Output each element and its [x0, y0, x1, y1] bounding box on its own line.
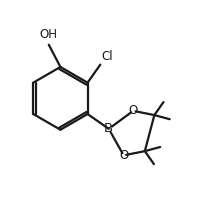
Text: O: O	[119, 149, 128, 162]
Text: OH: OH	[40, 28, 58, 41]
Text: O: O	[128, 104, 138, 117]
Text: B: B	[104, 122, 113, 135]
Text: Cl: Cl	[101, 50, 113, 62]
